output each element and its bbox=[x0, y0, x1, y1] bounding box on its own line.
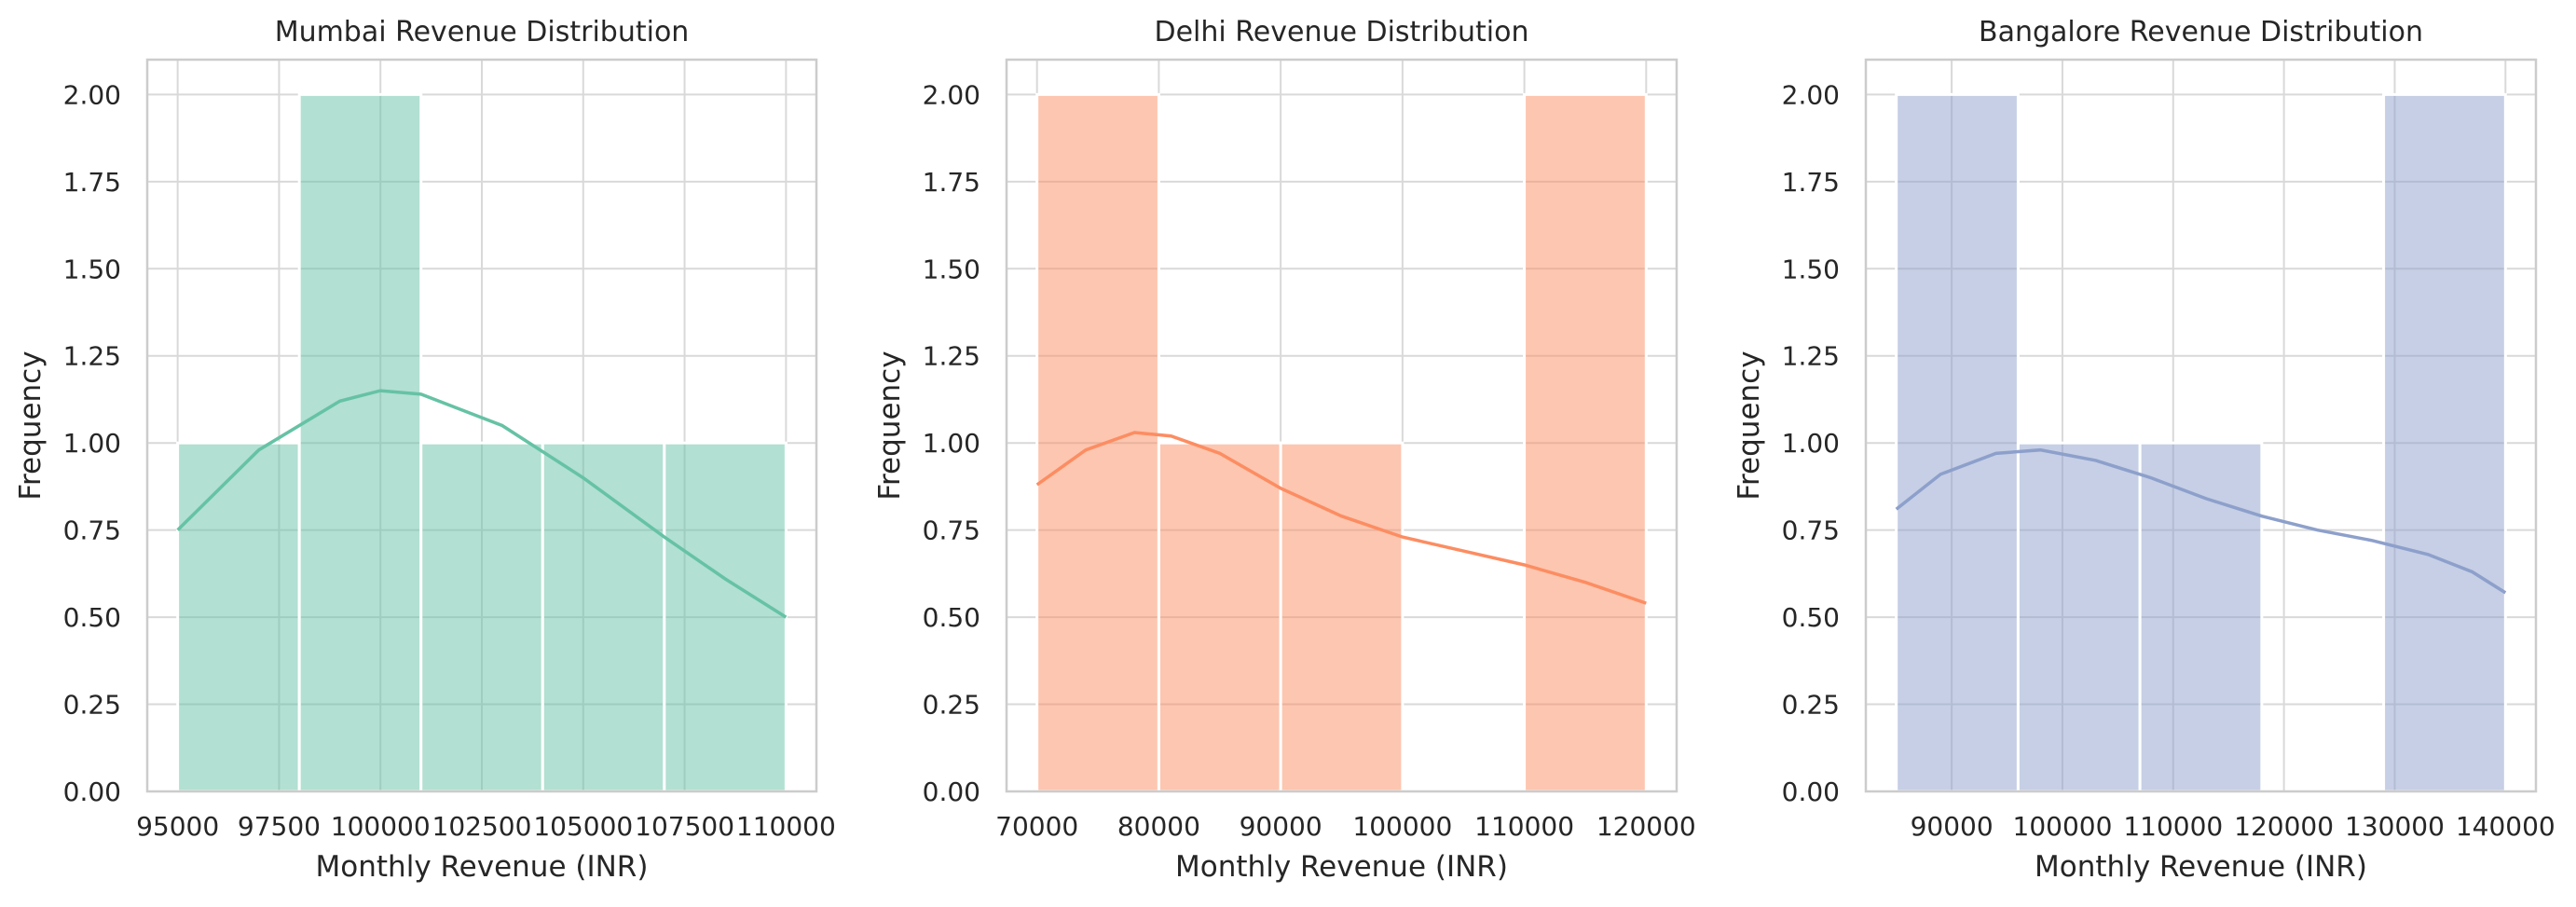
histogram-bar bbox=[1157, 441, 1282, 793]
y-tick-label: 0.00 bbox=[923, 776, 980, 807]
histogram-bar bbox=[1035, 92, 1160, 793]
y-tick-label: 0.25 bbox=[1782, 690, 1840, 721]
y-tick-label: 1.75 bbox=[63, 167, 121, 198]
subplot-3: 0.00 0.25 0.50 0.75 1.00 1.25 1.50 1.75 2.00 9000… bbox=[1733, 16, 2555, 884]
y-axis-label: Frequency bbox=[1733, 350, 1766, 500]
y-tick-label: 1.50 bbox=[1782, 254, 1840, 284]
y-tick-label: 1.25 bbox=[1782, 341, 1840, 372]
y-tick-label: 1.25 bbox=[63, 341, 121, 372]
y-tick-label: 1.50 bbox=[923, 254, 980, 284]
kde-line bbox=[1895, 447, 2507, 595]
y-tick-label: 1.00 bbox=[923, 428, 980, 459]
x-axis-label: Monthly Revenue (INR) bbox=[1175, 850, 1508, 884]
histogram-bar bbox=[1279, 441, 1404, 793]
x-tick-label: 90000 bbox=[1240, 811, 1322, 842]
histogram-bar bbox=[663, 441, 788, 793]
y-tick-label: 1.50 bbox=[63, 254, 121, 284]
y-tick-label: 2.00 bbox=[1782, 79, 1840, 110]
y-tick-label: 0.50 bbox=[63, 602, 121, 633]
histogram-bar bbox=[419, 441, 544, 793]
chart-title: Delhi Revenue Distribution bbox=[1155, 16, 1529, 48]
histogram-bar bbox=[297, 92, 423, 793]
y-tick-label: 1.75 bbox=[923, 167, 980, 198]
x-tick-label: 100000 bbox=[1352, 811, 1452, 842]
y-tick-label: 0.00 bbox=[1782, 776, 1840, 807]
histogram-bar bbox=[2382, 92, 2507, 793]
histogram-bar bbox=[2016, 441, 2142, 793]
y-tick-label: 1.75 bbox=[1782, 167, 1840, 198]
x-tick-label: 107500 bbox=[635, 811, 734, 842]
x-tick-label: 110000 bbox=[2123, 811, 2223, 842]
subplot-2: 0.00 0.25 0.50 0.75 1.00 1.25 1.50 1.75 2.00 7000… bbox=[873, 16, 1696, 884]
x-tick-label: 102500 bbox=[432, 811, 532, 842]
y-tick-label: 0.75 bbox=[1782, 515, 1840, 546]
axes-frame bbox=[1864, 58, 2538, 793]
y-tick-label: 0.50 bbox=[1782, 602, 1840, 633]
x-tick-label: 130000 bbox=[2345, 811, 2445, 842]
y-tick-label: 2.00 bbox=[63, 79, 121, 110]
x-tick-label: 140000 bbox=[2456, 811, 2555, 842]
y-tick-label: 1.25 bbox=[923, 341, 980, 372]
histogram-bar bbox=[541, 441, 666, 793]
y-axis-label: Frequency bbox=[873, 350, 907, 500]
subplot-1: 0.00 0.25 0.50 0.75 1.00 1.25 1.50 1.75 2.00 9500… bbox=[14, 16, 836, 884]
y-tick-label: 0.00 bbox=[63, 776, 121, 807]
x-tick-label: 100000 bbox=[2013, 811, 2113, 842]
x-tick-label: 70000 bbox=[995, 811, 1078, 842]
y-axis-label: Frequency bbox=[14, 350, 48, 500]
y-tick-label: 0.25 bbox=[63, 690, 121, 721]
x-tick-label: 120000 bbox=[2234, 811, 2334, 842]
x-tick-label: 90000 bbox=[1911, 811, 1994, 842]
x-axis-label: Monthly Revenue (INR) bbox=[316, 850, 649, 884]
x-tick-label: 110000 bbox=[736, 811, 836, 842]
histogram-bar bbox=[176, 441, 301, 793]
chart-title: Mumbai Revenue Distribution bbox=[275, 16, 690, 48]
x-tick-label: 105000 bbox=[533, 811, 633, 842]
y-tick-label: 0.50 bbox=[923, 602, 980, 633]
histogram-bar bbox=[2138, 441, 2264, 793]
y-tick-label: 2.00 bbox=[923, 79, 980, 110]
axes-frame bbox=[145, 58, 818, 793]
x-tick-label: 110000 bbox=[1474, 811, 1574, 842]
kde-line bbox=[1035, 431, 1647, 605]
x-tick-label: 120000 bbox=[1596, 811, 1696, 842]
axes-frame bbox=[1005, 58, 1679, 793]
histogram-bar bbox=[1895, 92, 2020, 793]
x-tick-label: 100000 bbox=[331, 811, 431, 842]
y-tick-label: 0.75 bbox=[63, 515, 121, 546]
y-tick-label: 1.00 bbox=[1782, 428, 1840, 459]
x-axis-label: Monthly Revenue (INR) bbox=[2035, 850, 2367, 884]
chart-title: Bangalore Revenue Distribution bbox=[1979, 16, 2423, 48]
x-tick-label: 95000 bbox=[136, 811, 219, 842]
kde-line bbox=[176, 389, 788, 619]
x-tick-label: 97500 bbox=[238, 811, 321, 842]
y-tick-label: 1.00 bbox=[63, 428, 121, 459]
y-tick-label: 0.25 bbox=[923, 690, 980, 721]
x-tick-label: 80000 bbox=[1117, 811, 1200, 842]
histogram-bar bbox=[1523, 92, 1648, 793]
y-tick-label: 0.75 bbox=[923, 515, 980, 546]
